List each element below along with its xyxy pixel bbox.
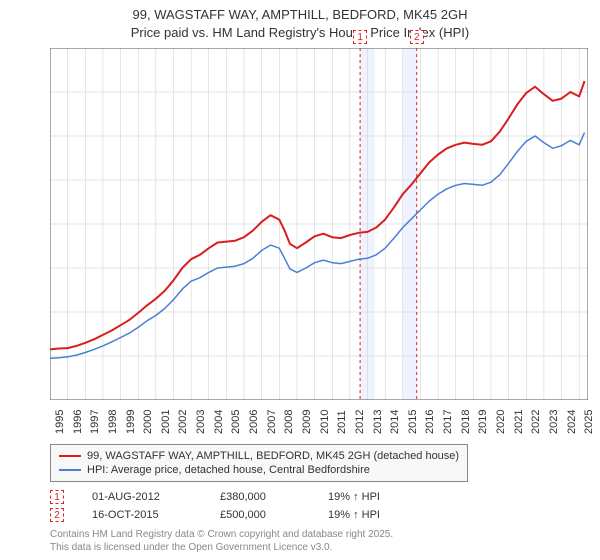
attribution-line: This data is licensed under the Open Gov… [50,542,332,553]
chart-container: 99, WAGSTAFF WAY, AMPTHILL, BEDFORD, MK4… [0,0,600,560]
x-tick-label: 1996 [72,410,84,434]
legend-row: HPI: Average price, detached house, Cent… [59,463,459,477]
x-tick-label: 1998 [107,410,119,434]
x-tick-label: 1995 [54,410,66,434]
attribution: Contains HM Land Registry data © Crown c… [50,528,393,554]
sale-marker-flag: 1 [353,30,367,44]
x-tick-label: 1997 [89,410,101,434]
legend: 99, WAGSTAFF WAY, AMPTHILL, BEDFORD, MK4… [50,444,468,482]
legend-label-hpi: HPI: Average price, detached house, Cent… [87,464,370,476]
chart-svg [50,48,588,400]
x-tick-label: 2020 [495,410,507,434]
sale-marker-icon: 2 [50,508,64,522]
x-tick-label: 2015 [407,410,419,434]
y-axis-labels: £0£100K£200K£300K£400K£500K£600K£700K£80… [0,48,48,400]
sale-date: 16-OCT-2015 [92,509,192,521]
x-tick-label: 2011 [336,410,348,434]
legend-swatch-hpi [59,469,81,471]
sale-marker-icon: 1 [50,490,64,504]
attribution-line: Contains HM Land Registry data © Crown c… [50,529,393,540]
legend-label-property: 99, WAGSTAFF WAY, AMPTHILL, BEDFORD, MK4… [87,450,459,462]
sale-price: £380,000 [220,491,300,503]
x-tick-label: 2002 [177,410,189,434]
x-tick-label: 2025 [583,410,595,434]
chart-plot-area: 12 [50,48,588,400]
x-tick-label: 2004 [213,410,225,434]
x-tick-label: 2009 [301,410,313,434]
x-tick-label: 2017 [442,410,454,434]
x-tick-label: 2021 [513,410,525,434]
legend-swatch-property [59,455,81,457]
x-tick-label: 2024 [566,410,578,434]
x-tick-label: 2000 [142,410,154,434]
x-tick-label: 2007 [266,410,278,434]
x-tick-label: 2013 [372,410,384,434]
x-tick-label: 2022 [530,410,542,434]
legend-row: 99, WAGSTAFF WAY, AMPTHILL, BEDFORD, MK4… [59,449,459,463]
x-tick-label: 2016 [424,410,436,434]
x-tick-label: 2001 [160,410,172,434]
sale-delta: 19% ↑ HPI [328,509,418,521]
sale-date: 01-AUG-2012 [92,491,192,503]
x-tick-label: 2018 [460,410,472,434]
sale-price: £500,000 [220,509,300,521]
x-tick-label: 2012 [354,410,366,434]
title-address: 99, WAGSTAFF WAY, AMPTHILL, BEDFORD, MK4… [133,7,468,22]
chart-title: 99, WAGSTAFF WAY, AMPTHILL, BEDFORD, MK4… [0,0,600,41]
x-tick-label: 2006 [248,410,260,434]
x-tick-label: 2003 [195,410,207,434]
x-tick-label: 1999 [125,410,137,434]
x-tick-label: 2010 [319,410,331,434]
sale-row: 1 01-AUG-2012 £380,000 19% ↑ HPI [50,488,418,506]
x-tick-label: 2014 [389,410,401,434]
x-tick-label: 2008 [283,410,295,434]
sale-row: 2 16-OCT-2015 £500,000 19% ↑ HPI [50,506,418,524]
x-axis-labels: 1995 1996 1997 1998 1999 2000 2001 2002 2003 2004… [50,402,588,442]
x-tick-label: 2023 [548,410,560,434]
sale-marker-flag: 2 [410,30,424,44]
x-tick-label: 2005 [230,410,242,434]
x-tick-label: 2019 [477,410,489,434]
sale-delta: 19% ↑ HPI [328,491,418,503]
sale-details: 1 01-AUG-2012 £380,000 19% ↑ HPI 2 16-OC… [50,488,418,524]
